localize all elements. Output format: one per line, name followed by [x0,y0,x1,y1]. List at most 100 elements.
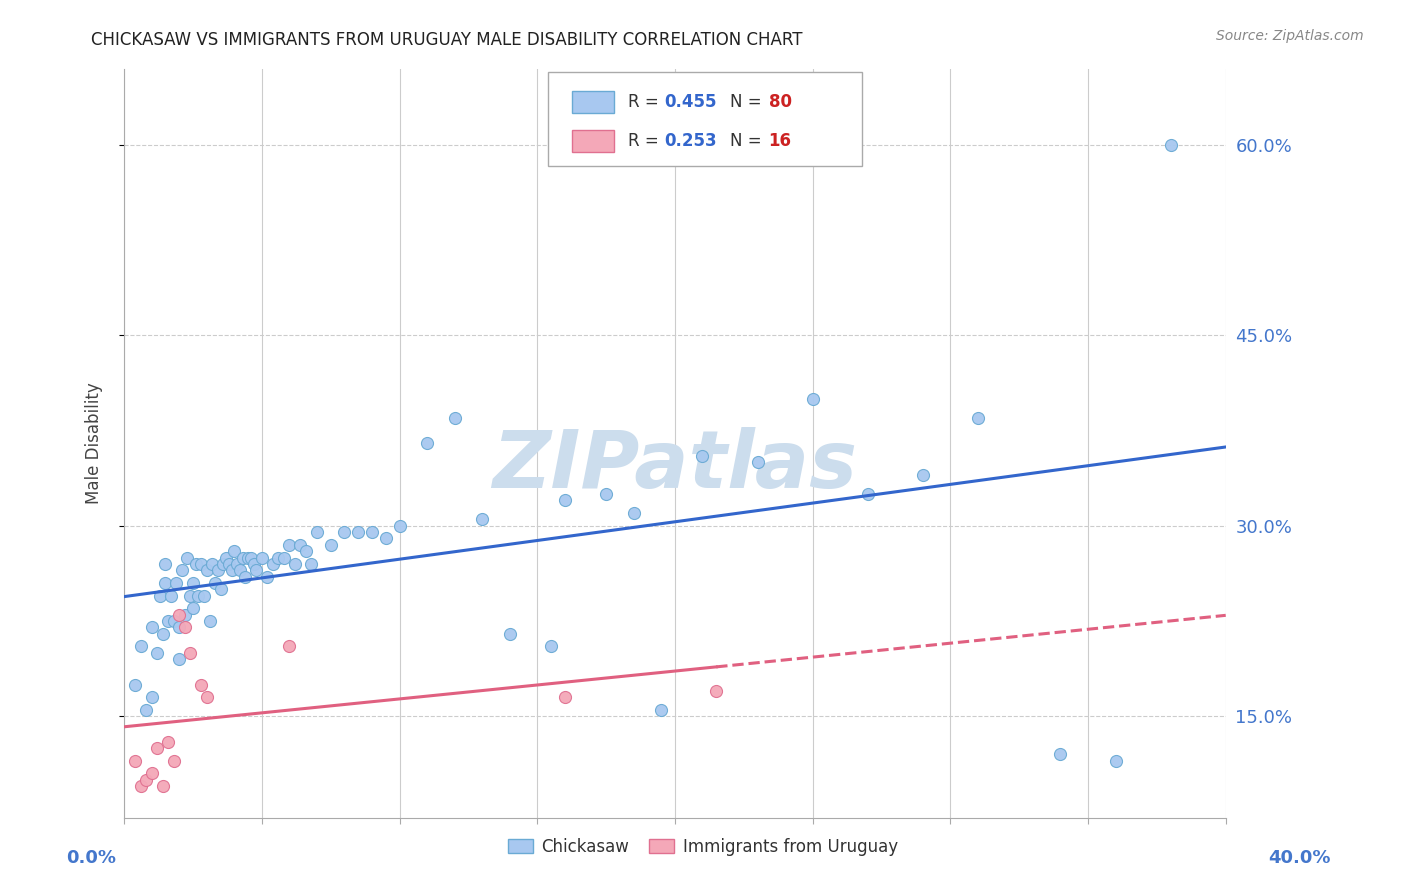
Point [1049,747,1071,762]
Text: 16: 16 [769,132,792,150]
Point [129,640,152,654]
Point [229,563,252,577]
Point [152,779,174,793]
Point [155,576,177,591]
Point [267,550,290,565]
Point [190,557,212,571]
Point [179,646,201,660]
Point [443,410,465,425]
Point [966,410,988,425]
Point [250,550,273,565]
Point [190,677,212,691]
Point [215,550,238,565]
Point [124,677,146,691]
Point [173,620,195,634]
Point [471,512,494,526]
Text: 0.253: 0.253 [664,132,717,150]
Point [184,557,207,571]
Point [181,601,204,615]
Point [167,620,190,634]
Point [212,557,235,571]
Point [911,467,934,482]
Point [361,525,384,540]
Point [207,563,229,577]
Point [152,626,174,640]
Point [218,557,240,571]
Point [299,557,322,571]
Point [595,487,617,501]
Point [704,684,727,698]
Point [176,550,198,565]
Point [157,614,180,628]
Point [198,614,221,628]
Point [155,557,177,571]
Point [163,614,186,628]
Point [319,538,342,552]
FancyBboxPatch shape [572,91,614,113]
Point [333,525,356,540]
Point [141,690,163,705]
Point [256,569,278,583]
Point [801,392,824,406]
Point [163,754,186,768]
Text: Source: ZipAtlas.com: Source: ZipAtlas.com [1216,29,1364,43]
Point [224,544,246,558]
Point [290,538,312,552]
Point [149,589,172,603]
Point [554,493,576,508]
Point [135,703,157,717]
Point [187,589,209,603]
Point [232,550,254,565]
Point [193,589,215,603]
Point [262,557,284,571]
Point [278,538,301,552]
Point [242,557,264,571]
Point [195,563,218,577]
Point [273,550,295,565]
Point [167,652,190,666]
Point [388,518,411,533]
Point [141,620,163,634]
Point [124,754,146,768]
Point [747,455,769,469]
Point [195,690,218,705]
Y-axis label: Male Disability: Male Disability [86,383,103,504]
Text: N =: N = [730,132,766,150]
Legend: Chickasaw, Immigrants from Uruguay: Chickasaw, Immigrants from Uruguay [501,830,905,864]
Point [416,436,439,450]
Text: R =: R = [627,93,664,111]
Point [146,646,169,660]
Point [135,772,157,787]
Point [295,544,318,558]
Point [236,550,259,565]
FancyBboxPatch shape [548,72,862,166]
Point [221,563,243,577]
Text: 0.455: 0.455 [664,93,717,111]
Point [204,576,226,591]
Point [160,589,183,603]
Text: R =: R = [627,132,664,150]
Point [284,557,307,571]
Point [201,557,224,571]
Point [1160,137,1182,152]
Point [157,735,180,749]
Point [181,576,204,591]
Text: CHICKASAW VS IMMIGRANTS FROM URUGUAY MALE DISABILITY CORRELATION CHART: CHICKASAW VS IMMIGRANTS FROM URUGUAY MAL… [91,31,803,49]
Text: ZIPatlas: ZIPatlas [492,426,858,505]
Point [179,589,201,603]
Point [1104,754,1126,768]
Text: 0.0%: 0.0% [66,849,117,867]
Text: 80: 80 [769,93,792,111]
Point [239,550,262,565]
Point [278,640,301,654]
Point [856,487,879,501]
Point [170,563,193,577]
Point [245,563,267,577]
Point [347,525,370,540]
Point [209,582,232,597]
Point [141,766,163,780]
Text: 40.0%: 40.0% [1268,849,1330,867]
Point [650,703,672,717]
Point [499,626,522,640]
FancyBboxPatch shape [572,130,614,153]
